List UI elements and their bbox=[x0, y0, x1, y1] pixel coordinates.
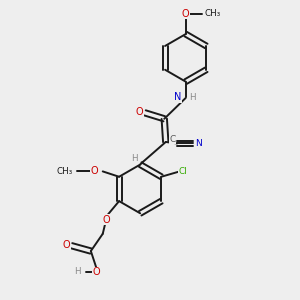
Text: H: H bbox=[131, 154, 138, 163]
Text: CH₃: CH₃ bbox=[204, 9, 220, 18]
Text: Cl: Cl bbox=[179, 167, 188, 176]
Text: O: O bbox=[62, 239, 70, 250]
Text: O: O bbox=[90, 167, 98, 176]
Text: CH₃: CH₃ bbox=[57, 167, 73, 176]
Text: N: N bbox=[195, 139, 202, 148]
Text: N: N bbox=[174, 92, 182, 102]
Text: H: H bbox=[74, 267, 81, 276]
Text: O: O bbox=[182, 9, 190, 19]
Text: O: O bbox=[136, 107, 143, 117]
Text: O: O bbox=[103, 214, 110, 224]
Text: C: C bbox=[169, 134, 176, 143]
Text: O: O bbox=[93, 268, 100, 278]
Text: H: H bbox=[190, 93, 196, 102]
